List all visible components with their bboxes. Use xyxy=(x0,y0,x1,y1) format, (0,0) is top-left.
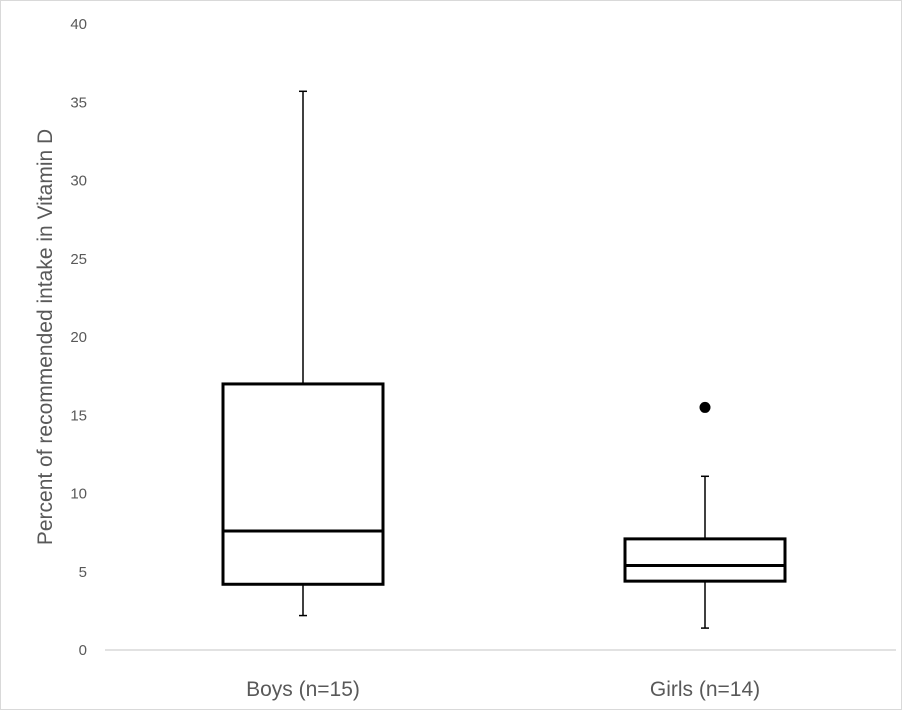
box-plot-group xyxy=(221,90,385,617)
y-tick-label: 20 xyxy=(70,329,87,346)
box-layer xyxy=(221,90,787,629)
y-tick-label: 5 xyxy=(79,564,87,581)
axis-layer: 0 5 10 15 20 25 30 35 40 Boys (n=15) Girls (n=14) xyxy=(70,16,896,701)
iqr-box xyxy=(221,382,385,586)
y-tick-label: 30 xyxy=(70,173,87,190)
y-tick-label: 35 xyxy=(70,94,87,111)
outlier-point xyxy=(699,401,711,413)
y-axis-title: Percent of recommended intake in Vitamin… xyxy=(34,129,57,545)
y-tick-label: 0 xyxy=(79,642,87,659)
iqr-box xyxy=(623,537,787,583)
x-category-label: Boys (n=15) xyxy=(246,678,360,701)
x-category-label: Girls (n=14) xyxy=(650,678,760,701)
y-tick-label: 40 xyxy=(70,16,87,33)
box-plot-group xyxy=(623,401,787,629)
y-tick-label: 25 xyxy=(70,251,87,268)
y-tick-label: 10 xyxy=(70,486,87,503)
y-tick-label: 15 xyxy=(70,407,87,424)
